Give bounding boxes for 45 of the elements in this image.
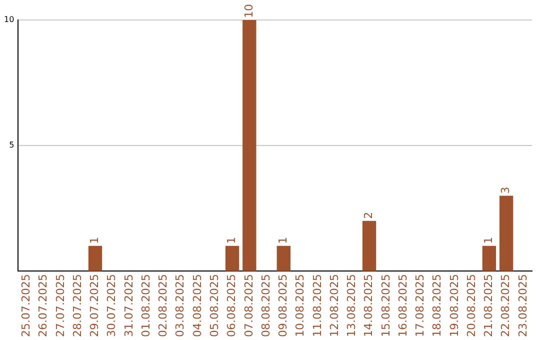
- data-label: 2: [362, 212, 376, 219]
- data-label: 10: [242, 4, 256, 18]
- x-tick-label: 23.08.2025: [516, 274, 530, 338]
- x-tick-label: 16.08.2025: [396, 274, 410, 338]
- x-tick-label: 15.08.2025: [379, 274, 392, 338]
- data-label: 1: [88, 236, 102, 244]
- bar: [499, 196, 514, 272]
- x-tick-label: 14.08.2025: [362, 274, 376, 338]
- bar: [225, 246, 240, 272]
- x-tick-label: 27.07.2025: [54, 274, 67, 338]
- x-tick-label: 20.08.2025: [464, 274, 478, 338]
- x-tick-label: 29.07.2025: [88, 274, 102, 338]
- x-tick-label: 22.08.2025: [499, 274, 512, 338]
- x-tick-label: 08.08.2025: [259, 274, 272, 338]
- x-tick-label: 28.07.2025: [70, 274, 84, 338]
- data-label: 3: [499, 186, 512, 194]
- y-tick-label: 5: [9, 140, 14, 150]
- x-tick-label: 25.07.2025: [20, 274, 33, 338]
- bar: [88, 246, 102, 272]
- x-tick-label: 13.08.2025: [345, 274, 358, 338]
- x-tick-label: 31.07.2025: [122, 274, 136, 338]
- x-tick-label: 18.08.2025: [430, 274, 444, 338]
- data-label: 1: [482, 236, 496, 244]
- x-tick-label: 01.08.2025: [139, 274, 152, 338]
- x-tick-label: 11.08.2025: [310, 274, 324, 338]
- x-tick-label: 10.08.2025: [294, 274, 307, 338]
- x-tick-label: 03.08.2025: [174, 274, 187, 338]
- x-tick-label: 04.08.2025: [190, 274, 204, 338]
- x-tick-label: 05.08.2025: [208, 274, 222, 338]
- bar: [482, 246, 496, 272]
- x-tick-label: 02.08.2025: [156, 274, 170, 338]
- x-tick-label: 19.08.2025: [448, 274, 461, 338]
- x-tick-label: 12.08.2025: [328, 274, 341, 338]
- data-label: 1: [276, 236, 290, 244]
- x-tick-label: 21.08.2025: [482, 274, 496, 338]
- x-tick-label: 17.08.2025: [414, 274, 427, 338]
- bar: [242, 20, 256, 272]
- bar: [276, 246, 291, 272]
- x-tick-label: 07.08.2025: [242, 274, 256, 338]
- x-tick-label: 06.08.2025: [225, 274, 238, 338]
- x-tick-label: 30.07.2025: [105, 274, 118, 338]
- data-label: 1: [225, 236, 238, 244]
- bar: [362, 220, 376, 272]
- x-tick-label: 26.07.2025: [36, 274, 50, 338]
- x-tick-label: 09.08.2025: [276, 274, 290, 338]
